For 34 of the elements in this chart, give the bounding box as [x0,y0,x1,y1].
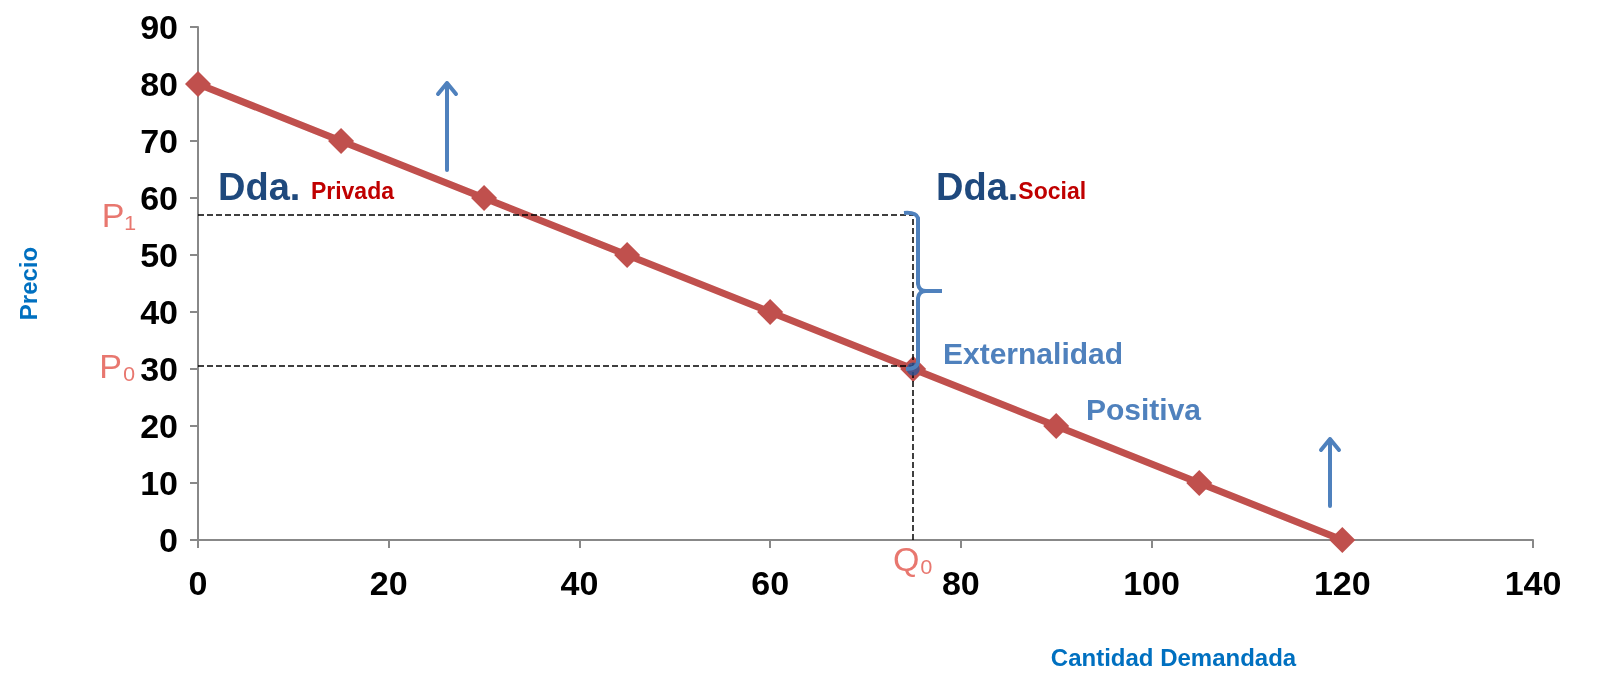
y-tick-label: 40 [140,293,178,331]
y-tick-label: 0 [159,521,178,559]
point [471,185,498,211]
annotation: Externalidad Positiva [943,336,1202,426]
x-tick-label: 0 [188,564,208,602]
point [1186,470,1213,496]
y-tick-label: 50 [140,236,178,274]
y-tick-label: 60 [140,179,178,217]
x-tick-label: 140 [1504,564,1562,602]
y-tick-label: 30 [140,350,178,388]
y-tick-label: 10 [140,464,178,502]
annotation: Dda. Privada [218,166,395,208]
y-axis-title: Precio [14,246,42,321]
point [614,242,641,268]
point [1043,413,1070,439]
y-tick-label: 20 [140,407,178,445]
ref-line-label: P₁ [101,196,136,235]
x-tick-label: 120 [1313,564,1371,602]
y-tick-label: 90 [140,8,178,46]
x-tick-label: 80 [941,564,980,602]
y-tick-label: 70 [140,122,178,160]
x-axis-title: Cantidad Demandada [1050,643,1297,671]
x-tick-label: 20 [369,564,408,602]
x-tick-label: 60 [751,564,790,602]
ref-line-label: P₀ [99,347,136,386]
point [757,299,784,325]
point [185,71,211,97]
ref-line-label: Q₀ [892,540,934,578]
point [1329,527,1356,553]
x-tick-label: 100 [1123,564,1180,602]
y-tick-label: 80 [140,65,178,103]
annotation: Dda.Social [936,166,1087,208]
point [328,128,355,154]
x-tick-label: 40 [560,564,599,602]
